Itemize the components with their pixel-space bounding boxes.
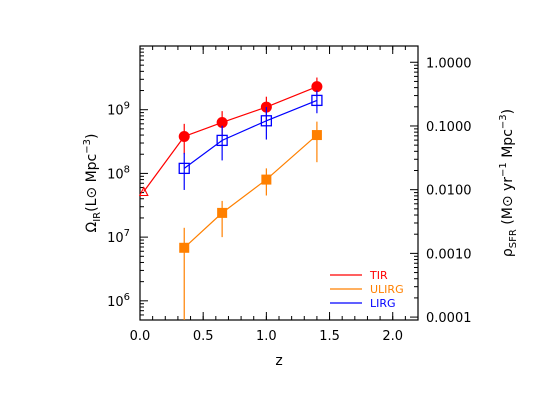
series-line-lirg <box>183 99 318 169</box>
series-line-tir <box>184 86 318 138</box>
point-lirg <box>311 94 323 107</box>
point-ulirg <box>261 174 272 185</box>
point-ulirg <box>217 207 228 218</box>
y-right-tick-label: 0.0100 <box>426 184 472 199</box>
x-tick-label: 0.0 <box>130 329 151 344</box>
series-tir <box>178 77 323 155</box>
y-right-tick-label: 0.0001 <box>426 311 472 326</box>
y-right-axis-title: ρSFR (M⊙ yr−1 Mpc−3) <box>498 109 519 257</box>
y-left-axis-title: ΩIR(L⊙ Mpc−3) <box>82 134 103 233</box>
x-tick-label: 1.5 <box>319 329 340 344</box>
y-right-tick-label: 1.0000 <box>426 56 472 71</box>
local-point-connector <box>143 136 185 192</box>
y-left-tick-label: 109 <box>107 101 130 119</box>
series-layer <box>138 77 323 320</box>
y-left-tick-label: 106 <box>107 292 130 310</box>
series-lirg <box>178 90 323 190</box>
local-point-triangle <box>138 186 149 197</box>
axis-ticks: 0.0 0.5 1.0 1.5 2.0 106 107 108 109 0.0001 0.0010 0… <box>107 46 472 344</box>
point-ulirg <box>311 130 322 141</box>
legend-label-tir: TIR <box>369 269 388 282</box>
y-left-tick-label: 108 <box>107 164 130 182</box>
legend-label-ulirg: ULIRG <box>370 283 404 296</box>
x-axis-title: z <box>275 353 282 369</box>
y-right-tick-label: 0.0010 <box>426 247 472 262</box>
y-left-tick-label: 107 <box>107 228 130 246</box>
x-tick-label: 2.0 <box>382 329 403 344</box>
x-tick-label: 0.5 <box>193 329 214 344</box>
point-ulirg <box>179 242 190 253</box>
point-tir <box>311 81 323 93</box>
x-tick-label: 1.0 <box>256 329 277 344</box>
point-lirg <box>260 115 273 127</box>
point-tir <box>216 116 228 128</box>
legend-label-lirg: LIRG <box>370 297 396 310</box>
series-ulirg <box>179 121 322 320</box>
point-lirg <box>216 134 228 147</box>
series-line-ulirg <box>183 134 318 249</box>
point-lirg <box>178 162 190 175</box>
y-right-tick-label: 0.1000 <box>426 120 472 135</box>
